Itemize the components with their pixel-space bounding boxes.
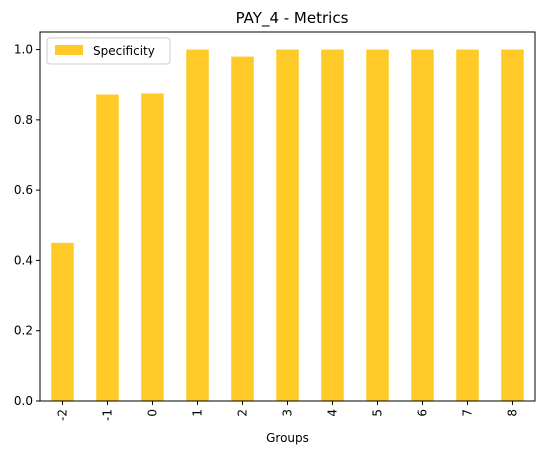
legend-label: Specificity xyxy=(93,44,155,58)
plot-frame xyxy=(39,31,536,402)
legend: Specificity xyxy=(46,37,171,65)
y-tick-label: 1.0 xyxy=(14,43,33,57)
bar-0 xyxy=(141,93,164,401)
y-tick-label: 0.4 xyxy=(14,253,33,267)
chart-title: PAY_4 - Metrics xyxy=(236,9,349,28)
y-axis: 0.0 0.2 0.4 0.6 0.8 1.0 xyxy=(14,43,40,408)
x-tick-label: 2 xyxy=(236,409,250,417)
bar--1 xyxy=(96,94,119,401)
x-tick-label: 0 xyxy=(146,409,160,417)
x-tick-label: 7 xyxy=(461,409,475,417)
x-tick-label: 5 xyxy=(371,409,385,417)
x-tick-label: -2 xyxy=(56,409,70,421)
x-tick-label: 1 xyxy=(191,409,205,417)
y-tick-label: 0.0 xyxy=(14,394,33,408)
x-tick-label: 8 xyxy=(506,409,520,417)
legend-swatch xyxy=(55,45,83,55)
legend-box xyxy=(46,37,171,65)
x-tick-label: 4 xyxy=(326,409,340,417)
bar-1 xyxy=(186,49,209,401)
bar-8 xyxy=(501,49,524,401)
bar-5 xyxy=(366,49,389,401)
x-tick-label: -1 xyxy=(101,409,115,421)
bar-2 xyxy=(231,56,254,401)
x-tick-label: 3 xyxy=(281,409,295,417)
bar-6 xyxy=(411,49,434,401)
bar--2 xyxy=(51,242,74,401)
x-axis-label: Groups xyxy=(266,431,309,445)
bar-4 xyxy=(321,49,344,401)
bar-7 xyxy=(456,49,479,401)
bar-3 xyxy=(276,49,299,401)
y-tick-label: 0.6 xyxy=(14,183,33,197)
x-axis: -2 -1 0 1 2 3 4 5 6 7 8 xyxy=(56,401,520,421)
x-tick-label: 6 xyxy=(416,409,430,417)
y-tick-label: 0.8 xyxy=(14,113,33,127)
bars-layer xyxy=(51,49,524,401)
y-tick-label: 0.2 xyxy=(14,324,33,338)
